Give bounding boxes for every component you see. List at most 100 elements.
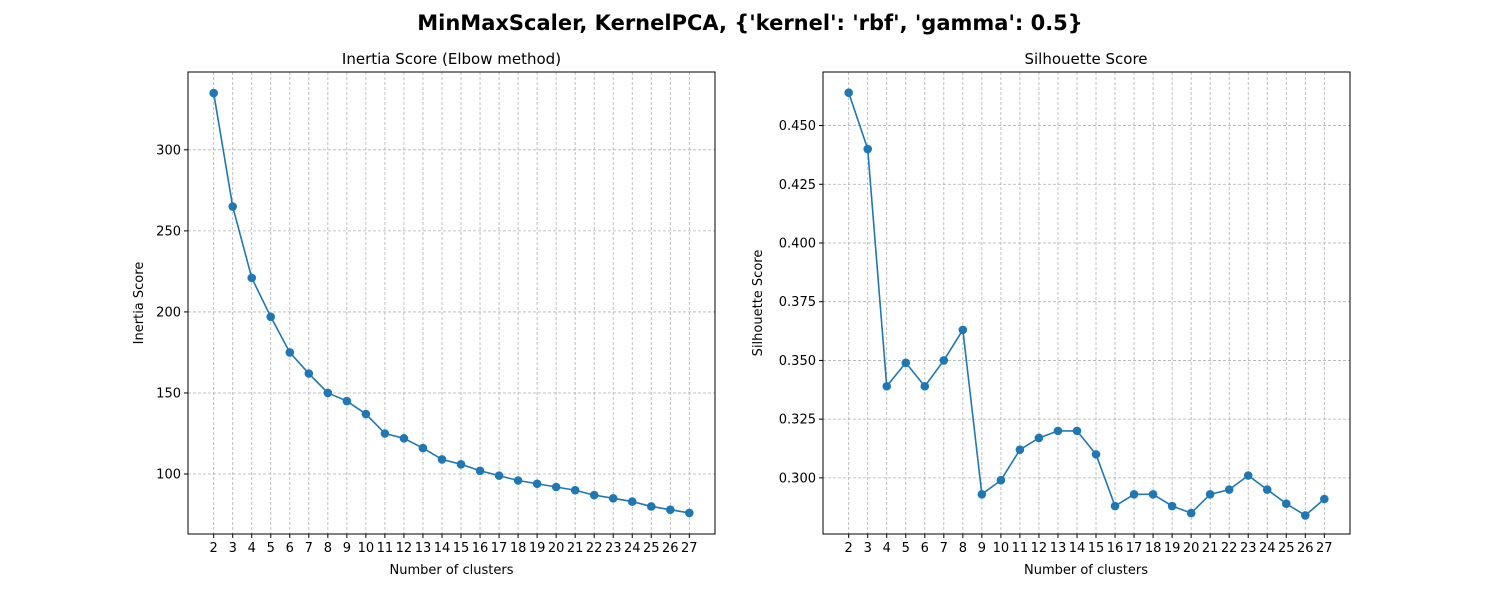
silhouette-x-tick-label: 19	[1164, 541, 1181, 556]
inertia-data-point	[228, 202, 238, 211]
inertia-y-axis-label: Inertia Score	[132, 262, 147, 345]
inertia-x-tick-label: 17	[491, 541, 508, 556]
silhouette-y-tick-label: 0.325	[779, 413, 816, 428]
silhouette-x-axis-label: Number of clusters	[1024, 563, 1148, 578]
figure-title: MinMaxScaler, KernelPCA, {'kernel': 'rbf…	[417, 11, 1082, 35]
silhouette-data-point	[1320, 494, 1329, 504]
silhouette-data-point	[901, 358, 911, 368]
inertia-x-tick-label: 22	[586, 541, 603, 556]
silhouette-x-tick-label: 26	[1297, 541, 1314, 556]
inertia-chart-title: Inertia Score (Elbow method)	[342, 50, 561, 68]
silhouette-x-tick-label: 12	[1031, 541, 1048, 556]
silhouette-y-tick-label: 0.400	[779, 236, 816, 251]
silhouette-y-axis-label: Silhouette Score	[751, 250, 766, 357]
silhouette-data-point	[977, 490, 987, 499]
silhouette-ticks: 2 3 4 5 6 7 8 9 10 11 12 13 14 15 16 17 18 19 20 21 22 23 24 25…	[779, 119, 1333, 556]
inertia-data-point	[570, 485, 580, 495]
inertia-data-point	[399, 434, 409, 443]
inertia-x-tick-label: 19	[529, 541, 546, 556]
silhouette-data-point	[1205, 490, 1215, 499]
silhouette-x-tick-label: 11	[1012, 541, 1029, 556]
silhouette-data-point	[996, 475, 1006, 485]
silhouette-data-point	[882, 381, 892, 391]
inertia-x-tick-label: 11	[377, 541, 394, 556]
silhouette-x-tick-label: 18	[1145, 541, 1162, 556]
inertia-data-point	[685, 508, 694, 518]
inertia-data-point	[589, 490, 599, 500]
silhouette-data-point	[1034, 433, 1044, 443]
silhouette-x-tick-label: 4	[883, 541, 891, 556]
inertia-data-point	[247, 273, 257, 283]
inertia-x-tick-label: 7	[305, 541, 313, 556]
silhouette-x-tick-label: 27	[1316, 541, 1333, 556]
inertia-data-point	[513, 476, 523, 485]
inertia-data-point	[437, 455, 447, 464]
silhouette-chart: Silhouette Score Number of clusters Silh…	[751, 50, 1351, 578]
inertia-data-point	[551, 482, 561, 492]
silhouette-y-tick-label: 0.350	[779, 354, 816, 369]
inertia-x-tick-label: 4	[248, 541, 256, 556]
silhouette-data-point	[1300, 511, 1310, 520]
silhouette-x-tick-label: 3	[864, 541, 872, 556]
inertia-y-tick-label: 150	[156, 386, 181, 401]
silhouette-y-tick-label: 0.300	[779, 471, 816, 486]
inertia-series-line	[212, 92, 690, 514]
inertia-data-point	[380, 429, 390, 438]
inertia-data-point	[494, 471, 504, 480]
inertia-x-tick-label: 10	[358, 541, 375, 556]
inertia-y-tick-label: 100	[156, 468, 181, 483]
silhouette-data-point	[1243, 471, 1253, 480]
silhouette-data-point	[1224, 485, 1234, 494]
inertia-plot-frame	[187, 71, 716, 535]
silhouette-data-point	[1148, 490, 1158, 499]
inertia-ticks: 2 3 4 5 6 7 8 9 10 11 12 13 14 15 16 17 18 19 20 21 22 23 24 25…	[156, 143, 697, 556]
inertia-y-tick-label: 300	[156, 143, 181, 158]
inertia-x-tick-label: 23	[605, 541, 622, 556]
inertia-x-tick-label: 2	[210, 541, 218, 556]
silhouette-chart-title: Silhouette Score	[1024, 50, 1147, 68]
silhouette-plot-frame	[822, 71, 1351, 535]
inertia-data-point	[304, 369, 314, 378]
inertia-x-tick-label: 25	[643, 541, 660, 556]
silhouette-data-point	[920, 381, 930, 391]
silhouette-x-tick-label: 6	[921, 541, 929, 556]
silhouette-x-tick-label: 25	[1278, 541, 1295, 556]
inertia-grid	[188, 72, 715, 534]
inertia-data-point	[665, 505, 675, 514]
silhouette-x-tick-label: 21	[1202, 541, 1219, 556]
silhouette-x-tick-label: 23	[1240, 541, 1257, 556]
inertia-x-axis-label: Number of clusters	[389, 563, 513, 578]
inertia-chart: Inertia Score (Elbow method) Number of c…	[132, 50, 716, 578]
inertia-data-point	[646, 502, 656, 511]
silhouette-x-tick-label: 5	[902, 541, 910, 556]
inertia-data-point	[456, 459, 466, 469]
inertia-x-tick-label: 12	[396, 541, 413, 556]
silhouette-x-tick-label: 22	[1221, 541, 1238, 556]
inertia-data-point	[342, 396, 352, 406]
silhouette-x-tick-label: 2	[845, 541, 853, 556]
inertia-x-tick-label: 13	[415, 541, 432, 556]
silhouette-data-point	[1281, 499, 1291, 509]
silhouette-y-tick-label: 0.375	[779, 295, 816, 310]
silhouette-series	[844, 88, 1329, 520]
silhouette-x-tick-label: 15	[1088, 541, 1105, 556]
inertia-x-tick-label: 20	[548, 541, 565, 556]
silhouette-data-point	[1072, 426, 1082, 436]
inertia-data-point	[266, 312, 276, 322]
silhouette-y-tick-label: 0.450	[779, 119, 816, 134]
silhouette-data-point	[1262, 485, 1272, 494]
inertia-x-tick-label: 18	[510, 541, 527, 556]
inertia-x-tick-label: 5	[267, 541, 275, 556]
inertia-x-tick-label: 27	[681, 541, 698, 556]
inertia-data-point	[532, 479, 542, 489]
silhouette-x-tick-label: 9	[978, 541, 986, 556]
inertia-x-tick-label: 9	[343, 541, 351, 556]
inertia-data-point	[475, 466, 485, 476]
silhouette-data-point	[958, 325, 968, 335]
silhouette-x-tick-label: 7	[940, 541, 948, 556]
silhouette-data-point	[1015, 445, 1025, 454]
silhouette-x-tick-label: 14	[1069, 541, 1086, 556]
silhouette-series-line	[847, 92, 1325, 517]
silhouette-grid	[823, 72, 1350, 534]
